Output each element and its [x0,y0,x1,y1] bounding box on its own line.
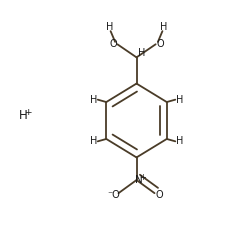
Text: O: O [156,39,163,49]
Text: H: H [105,22,113,32]
Text: H: H [159,22,166,32]
Text: H: H [90,136,97,146]
Text: ⁻O: ⁻O [107,190,119,200]
Text: +: + [138,173,145,182]
Text: H: H [175,95,182,105]
Text: H: H [137,48,145,58]
Text: H: H [175,136,182,146]
Text: O: O [109,39,116,49]
Text: N: N [134,175,142,185]
Text: H: H [90,95,97,105]
Text: H: H [18,109,27,122]
Text: O: O [155,190,163,200]
Text: +: + [24,108,32,117]
